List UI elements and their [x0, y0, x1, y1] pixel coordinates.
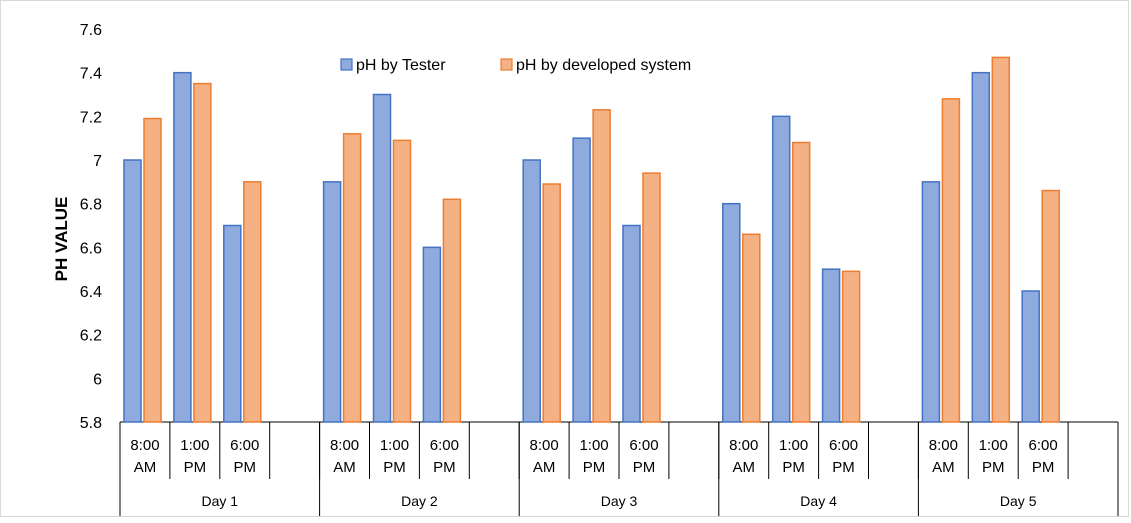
bar-tester [223, 224, 242, 423]
x-group-label: Day 3 [601, 493, 638, 509]
x-category-label-line2: AM [134, 459, 157, 476]
y-tick-label: 7.2 [80, 109, 102, 126]
x-category-label-line2: AM [533, 459, 556, 476]
bar-developed-system [243, 181, 262, 423]
legend: pH by Tester pH by developed system [340, 57, 691, 74]
x-category-label-line1: 1:00 [579, 437, 608, 454]
x-category-label-line1: 6:00 [629, 437, 658, 454]
x-category-label-line1: 1:00 [180, 437, 209, 454]
x-group-label: Day 4 [800, 493, 837, 509]
legend-item-developed-system-swatch [500, 58, 513, 71]
x-group-label: Day 1 [202, 493, 239, 509]
y-tick-label: 7 [93, 153, 102, 170]
x-labels-layer: 8:00 AM 1:00 PM 6:00 PM Day 1 8:00 AM 1:00 PM 6:00 P… [119, 422, 1119, 516]
legend-item-tester-label: pH by Tester [356, 57, 446, 74]
x-category-label-line2: PM [234, 459, 257, 476]
bar-developed-system [392, 139, 412, 423]
x-category-label-line2: PM [1032, 459, 1055, 476]
x-category-label-line2: PM [832, 459, 855, 476]
legend-item-tester-swatch [340, 58, 353, 71]
x-category-label-line1: 8:00 [130, 437, 159, 454]
bar-tester [971, 71, 991, 423]
bar-tester [921, 181, 941, 423]
y-tick-label: 6.6 [80, 240, 102, 257]
bar-tester [821, 268, 841, 423]
bar-tester [322, 181, 342, 423]
bar-tester [722, 202, 741, 423]
x-category-label-line1: 1:00 [779, 437, 808, 454]
bar-tester [173, 71, 192, 423]
y-tick-label: 6 [93, 371, 102, 388]
y-tick-label: 6.2 [80, 328, 102, 345]
x-category-label-line1: 6:00 [430, 437, 459, 454]
legend-item-developed-system-label: pH by developed system [516, 57, 691, 74]
y-tick-label: 7.4 [80, 66, 102, 83]
x-category-label-line1: 8:00 [729, 437, 758, 454]
x-category-label-line1: 8:00 [530, 437, 559, 454]
bar-tester [1021, 290, 1040, 423]
bar-developed-system [143, 117, 162, 423]
bar-developed-system [791, 141, 811, 423]
bar-tester [522, 159, 541, 423]
bar-developed-system [841, 270, 861, 423]
x-category-label-line1: 6:00 [1029, 437, 1058, 454]
y-tick-label: 7.6 [80, 22, 102, 39]
x-group-label: Day 5 [1000, 493, 1037, 509]
bar-developed-system [991, 56, 1011, 423]
y-tick-label: 6.8 [80, 197, 102, 214]
x-category-label-line2: AM [333, 459, 356, 476]
x-category-label-line2: PM [982, 459, 1005, 476]
bar-developed-system [342, 133, 362, 423]
x-category-label-line2: PM [383, 459, 406, 476]
x-category-label-line1: 6:00 [230, 437, 259, 454]
bar-tester [372, 93, 392, 423]
y-tick-label: 5.8 [80, 415, 102, 432]
x-category-label-line1: 6:00 [829, 437, 858, 454]
x-category-label-line1: 1:00 [979, 437, 1008, 454]
bar-tester [622, 224, 641, 423]
bar-developed-system [542, 183, 561, 423]
x-category-label-line2: AM [932, 459, 955, 476]
x-category-label-line2: PM [433, 459, 456, 476]
bar-developed-system [742, 233, 761, 423]
x-category-label-line1: 8:00 [330, 437, 359, 454]
x-category-label-line2: AM [733, 459, 756, 476]
x-category-label-line2: PM [184, 459, 207, 476]
x-category-label-line2: PM [633, 459, 656, 476]
bar-tester [771, 115, 791, 423]
y-tick-label: 6.4 [80, 284, 102, 301]
bar-tester [572, 137, 591, 423]
x-group-label: Day 2 [401, 493, 438, 509]
y-axis-label: PH VALUE [52, 197, 71, 282]
bar-developed-system [592, 109, 611, 423]
bar-developed-system [193, 82, 212, 423]
bar-developed-system [442, 198, 462, 423]
x-category-label-line1: 1:00 [380, 437, 409, 454]
x-category-label-line2: PM [583, 459, 606, 476]
bar-developed-system [941, 98, 961, 423]
bar-developed-system [642, 172, 661, 423]
bar-tester [123, 159, 142, 423]
bar-tester [422, 246, 442, 423]
bars-layer [123, 56, 1060, 423]
x-category-label-line1: 8:00 [929, 437, 958, 454]
bar-developed-system [1041, 189, 1060, 423]
x-category-label-line2: PM [782, 459, 805, 476]
